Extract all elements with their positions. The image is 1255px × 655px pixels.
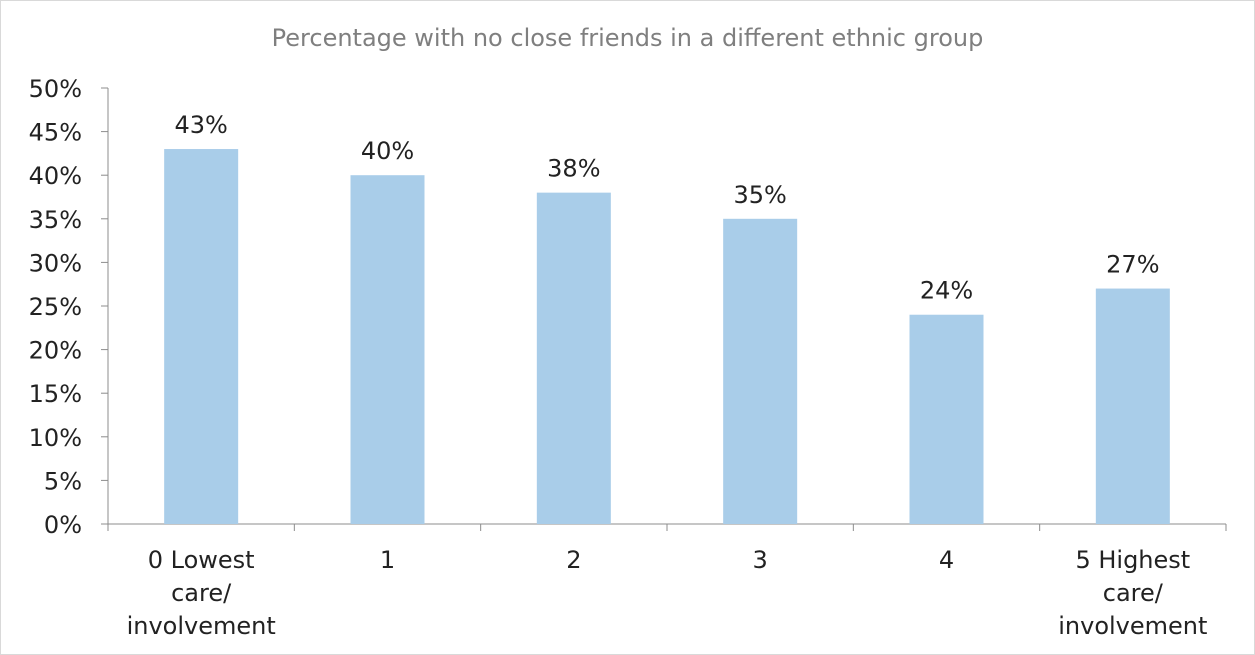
x-tick-label: 5 Highest xyxy=(1075,546,1190,574)
y-tick-label: 5% xyxy=(44,467,82,495)
chart-title: Percentage with no close friends in a di… xyxy=(271,24,984,52)
x-tick-label: 2 xyxy=(566,546,581,574)
data-label: 35% xyxy=(733,181,786,209)
x-tick-label: 4 xyxy=(939,546,954,574)
y-tick-label: 20% xyxy=(29,337,82,365)
data-label: 24% xyxy=(920,277,973,305)
data-label: 38% xyxy=(547,155,600,183)
x-tick-label: care/ xyxy=(171,579,232,607)
bar xyxy=(536,192,611,524)
bar xyxy=(723,218,798,525)
data-label: 43% xyxy=(174,111,227,139)
x-tick-label: 0 Lowest xyxy=(148,546,255,574)
y-tick-label: 30% xyxy=(29,249,82,277)
x-tick-label: 3 xyxy=(753,546,768,574)
data-label: 40% xyxy=(361,137,414,165)
bar xyxy=(164,149,239,525)
y-tick-label: 35% xyxy=(29,206,82,234)
x-tick-label: care/ xyxy=(1103,579,1164,607)
y-tick-label: 10% xyxy=(29,424,82,452)
y-tick-label: 0% xyxy=(44,511,82,539)
x-tick-label: involvement xyxy=(127,612,276,640)
y-tick-label: 15% xyxy=(29,380,82,408)
y-tick-label: 40% xyxy=(29,162,82,190)
y-tick-label: 45% xyxy=(29,119,82,147)
x-tick-label: involvement xyxy=(1058,612,1207,640)
x-tick-label: 1 xyxy=(380,546,395,574)
y-tick-label: 25% xyxy=(29,293,82,321)
bar xyxy=(909,314,984,524)
y-tick-label: 50% xyxy=(29,75,82,103)
bar xyxy=(350,175,425,524)
bar xyxy=(1095,288,1170,524)
data-label: 27% xyxy=(1106,251,1159,279)
